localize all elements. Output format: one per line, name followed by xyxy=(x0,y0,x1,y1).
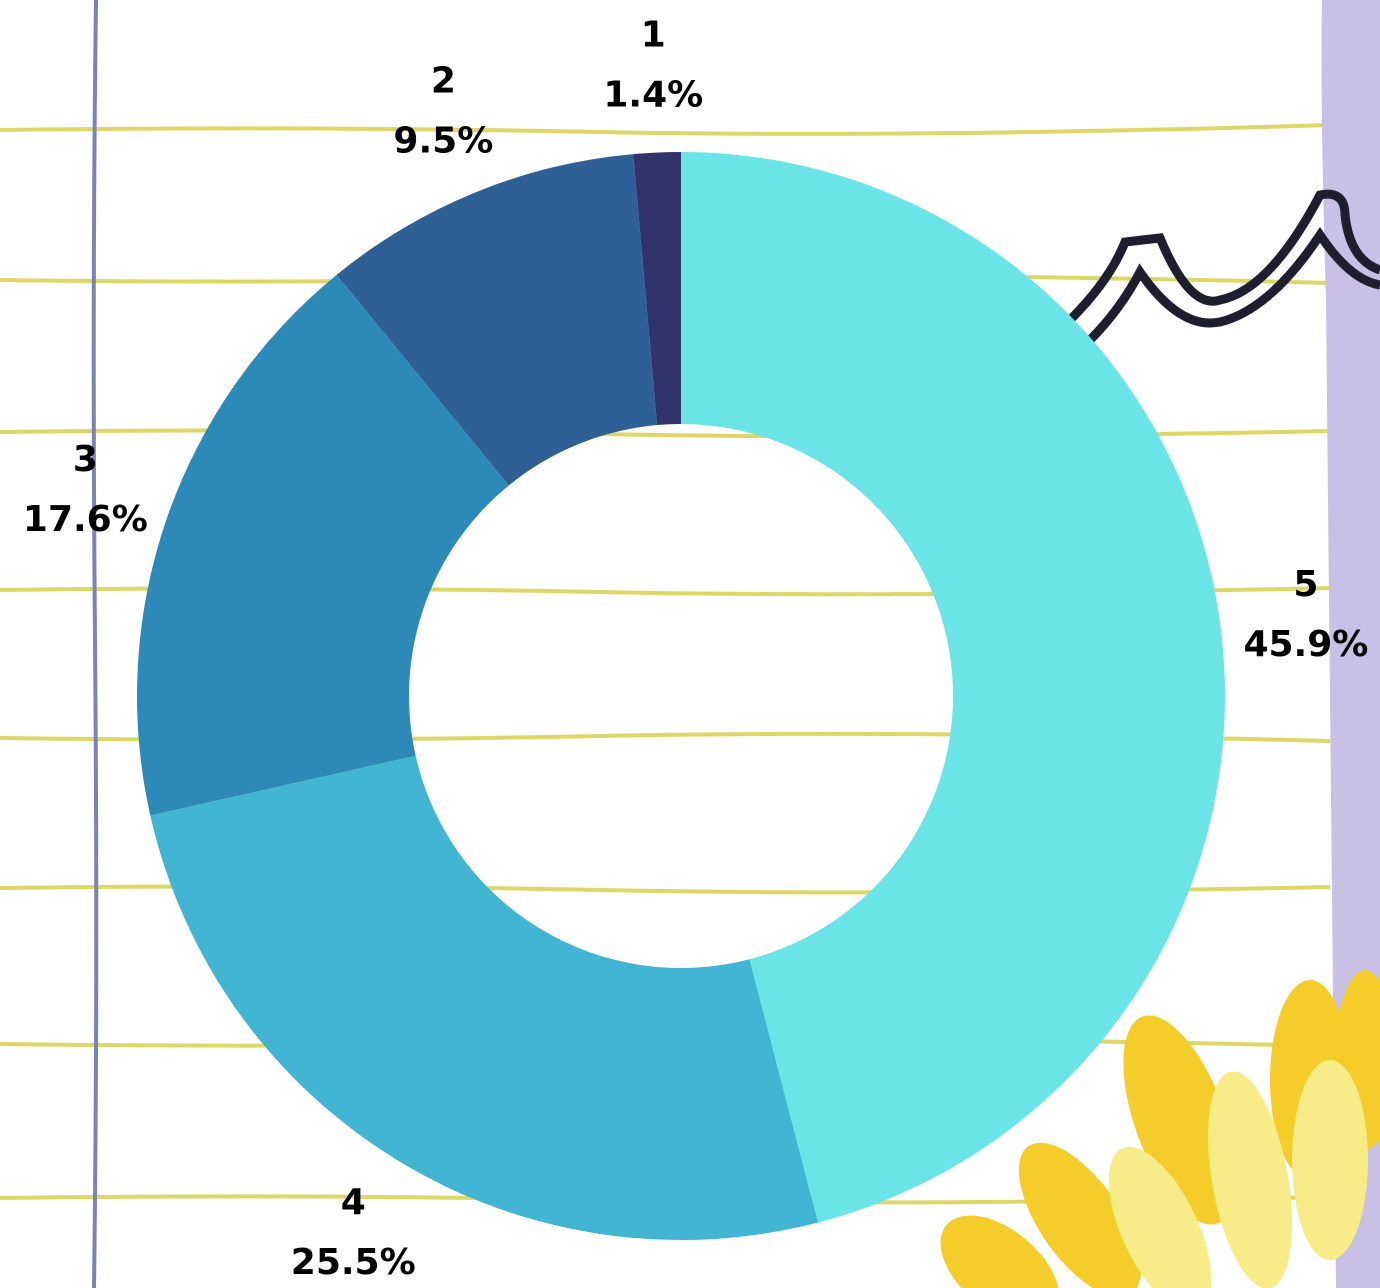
slice-label: 3 xyxy=(73,439,98,480)
margin-line xyxy=(91,0,99,1288)
value-label: 1.4% xyxy=(603,75,703,116)
slice-label: 1 xyxy=(641,15,666,56)
flower xyxy=(940,970,1380,1288)
slice-label: 2 xyxy=(431,61,456,102)
value-label: 25.5% xyxy=(291,1242,416,1283)
value-label: 45.9% xyxy=(1243,624,1368,665)
value-label: 17.6% xyxy=(23,499,148,540)
side-strip xyxy=(1321,0,1380,1288)
slice xyxy=(336,154,658,486)
slice xyxy=(137,274,509,816)
slice xyxy=(633,152,681,426)
slice xyxy=(150,755,819,1240)
squiggle xyxy=(1066,189,1380,344)
slice-label: 5 xyxy=(1293,564,1318,605)
slice xyxy=(681,152,1226,1223)
slice-label: 4 xyxy=(341,1182,366,1223)
value-label: 9.5% xyxy=(393,121,493,162)
